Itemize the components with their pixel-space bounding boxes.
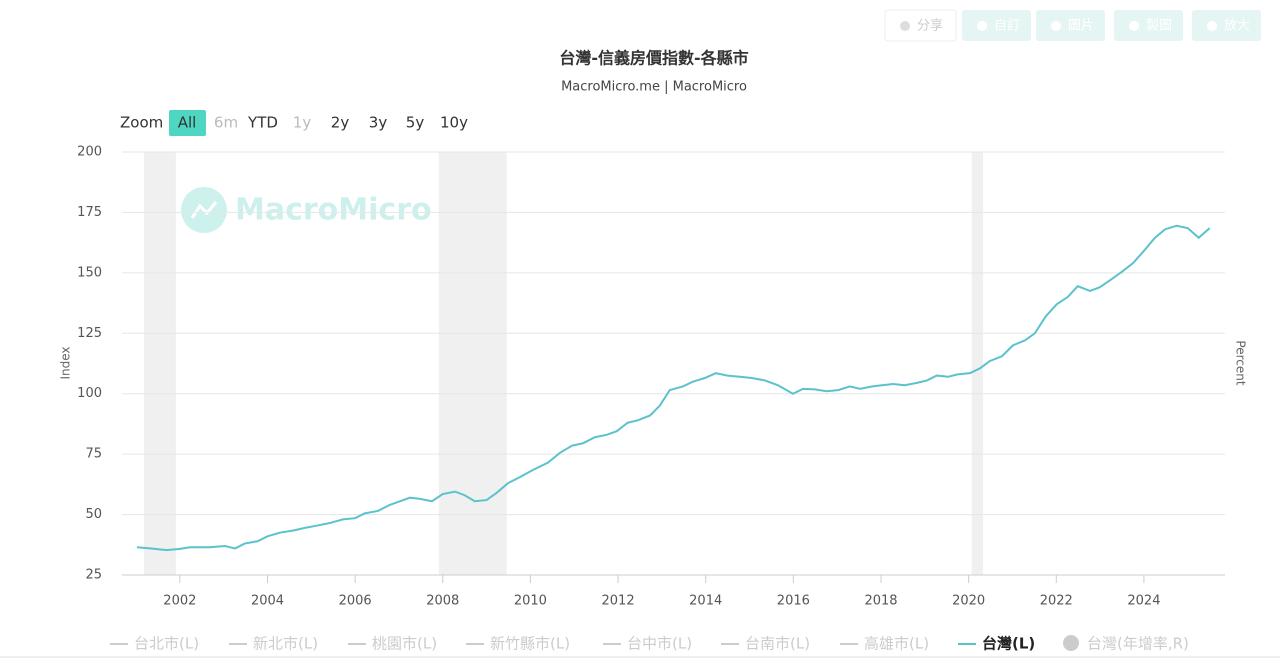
toolbar-icon — [1051, 21, 1061, 31]
legend-label[interactable]: 台南市(L) — [745, 635, 810, 653]
recession-band — [143, 152, 176, 575]
recession-band — [971, 152, 984, 575]
legend-symbol[interactable] — [1063, 635, 1079, 651]
toolbar-label: 自訂 — [994, 18, 1020, 34]
toolbar-icon — [977, 21, 987, 31]
watermark: MacroMicro — [235, 193, 432, 228]
toolbar-button[interactable] — [1114, 10, 1183, 41]
toolbar-button[interactable] — [1192, 10, 1261, 41]
legend-label[interactable]: 台北市(L) — [134, 635, 199, 653]
toolbar-label: 放大 — [1224, 19, 1250, 34]
zoom-button[interactable]: All — [178, 114, 197, 132]
legend-label[interactable]: 台灣(L) — [982, 635, 1035, 653]
legend-label[interactable]: 高雄市(L) — [864, 635, 929, 653]
y-tick-label: 125 — [77, 326, 102, 341]
toolbar-button[interactable] — [962, 10, 1031, 41]
y-tick-label: 200 — [77, 145, 102, 160]
zoom-button[interactable]: YTD — [247, 114, 278, 132]
toolbar-button[interactable] — [884, 9, 957, 42]
y-tick-label: 25 — [85, 568, 102, 583]
line-series — [136, 224, 1211, 552]
x-tick-label: 2016 — [777, 594, 810, 609]
y-tick-label: 100 — [77, 386, 102, 401]
y-tick-label: 75 — [85, 447, 102, 462]
y-tick-label: 50 — [85, 507, 102, 522]
y-axis-label: Index — [59, 346, 73, 379]
toolbar-label: 分享 — [917, 18, 943, 34]
y-tick-label: 175 — [77, 205, 102, 220]
zoom-button[interactable]: 5y — [406, 114, 425, 132]
toolbar-button[interactable] — [1036, 10, 1105, 41]
chart-subtitle: MacroMicro.me | MacroMicro — [561, 80, 747, 95]
zoom-label: Zoom — [120, 114, 163, 132]
toolbar-label: 圖片 — [1068, 19, 1094, 34]
x-tick-label: 2022 — [1040, 594, 1073, 609]
recession-band — [438, 152, 507, 575]
zoom-button[interactable]: 1y — [293, 114, 312, 132]
x-tick-label: 2018 — [864, 594, 897, 609]
legend-label[interactable]: 台中市(L) — [627, 635, 692, 653]
x-tick-label: 2002 — [163, 594, 196, 609]
y-tick-label: 150 — [77, 265, 102, 280]
x-tick-label: 2004 — [251, 594, 284, 609]
zoom-button[interactable]: 3y — [369, 114, 388, 132]
zoom-button[interactable]: 10y — [440, 114, 468, 132]
legend-label[interactable]: 新竹縣市(L) — [490, 635, 570, 653]
y2-axis-label: Percent — [1234, 340, 1248, 385]
x-tick-label: 2006 — [339, 594, 372, 609]
legend-label[interactable]: 新北市(L) — [253, 635, 318, 653]
zoom-button[interactable]: 2y — [331, 114, 350, 132]
toolbar-icon — [1207, 21, 1217, 31]
zoom-button[interactable]: 6m — [214, 114, 238, 132]
x-tick-label: 2014 — [689, 594, 722, 609]
x-tick-label: 2024 — [1127, 594, 1160, 609]
toolbar-label: 製圖 — [1146, 19, 1172, 34]
toolbar-icon — [900, 21, 910, 31]
x-tick-label: 2008 — [426, 594, 459, 609]
legend-label[interactable]: 桃園市(L) — [372, 635, 437, 653]
chart-title: 台灣-信義房價指數-各縣市 — [559, 49, 748, 68]
x-tick-label: 2012 — [602, 594, 635, 609]
x-tick-label: 2020 — [952, 594, 985, 609]
legend-label[interactable]: 台灣(年增率,R) — [1087, 635, 1189, 653]
toolbar-icon — [1129, 21, 1139, 31]
x-tick-label: 2010 — [514, 594, 547, 609]
zoom-button-bg — [169, 110, 206, 136]
